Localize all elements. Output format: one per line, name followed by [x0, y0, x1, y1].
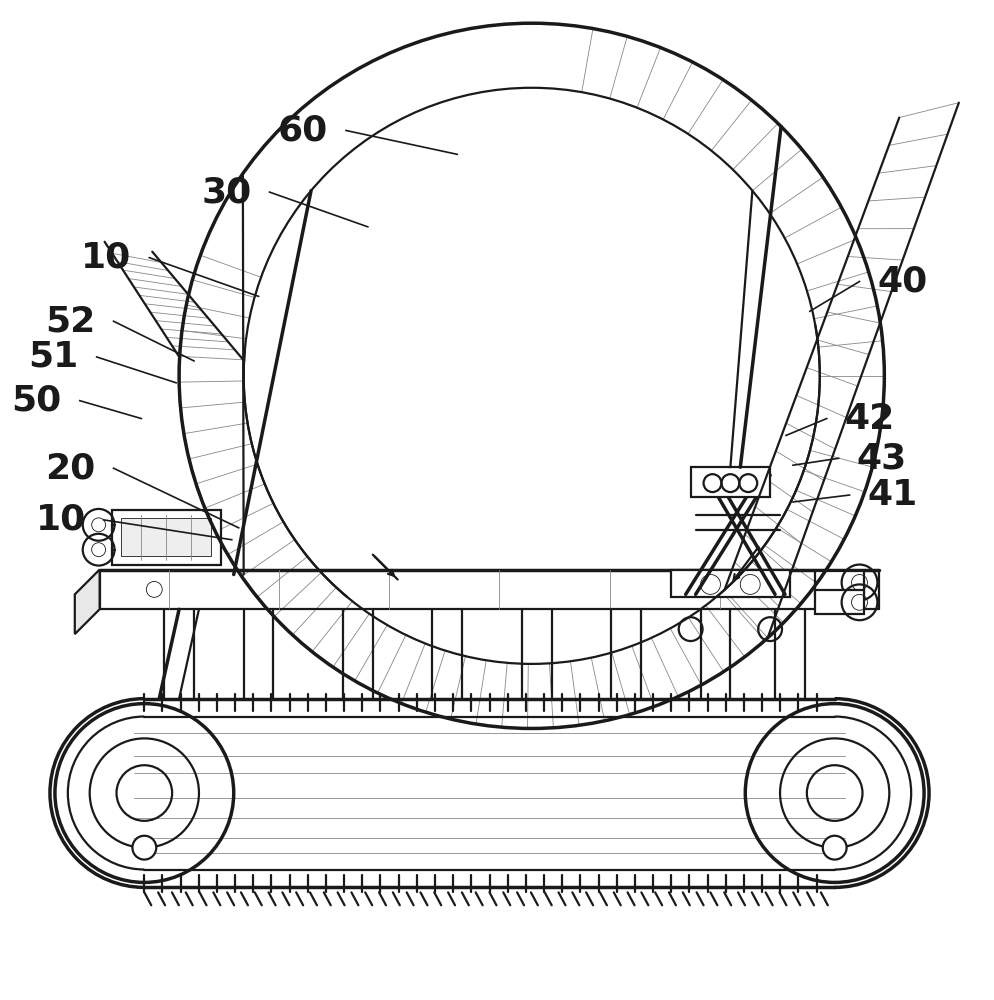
Text: 42: 42 — [844, 402, 894, 436]
Text: 51: 51 — [29, 340, 79, 374]
Text: 10: 10 — [36, 503, 85, 537]
Bar — [111, 510, 221, 565]
Text: 40: 40 — [877, 264, 926, 298]
Text: 43: 43 — [856, 441, 906, 475]
Text: 41: 41 — [867, 478, 916, 512]
Circle shape — [132, 836, 156, 860]
Bar — [670, 570, 789, 597]
Bar — [814, 571, 864, 594]
Text: 52: 52 — [46, 304, 95, 338]
Text: 10: 10 — [82, 241, 131, 275]
Circle shape — [822, 836, 846, 860]
Text: 20: 20 — [46, 451, 95, 485]
Bar — [814, 590, 864, 614]
Polygon shape — [75, 570, 99, 634]
Text: 50: 50 — [12, 384, 62, 418]
Text: 30: 30 — [201, 175, 251, 209]
Text: 60: 60 — [277, 113, 328, 147]
Bar — [690, 467, 769, 497]
Bar — [121, 518, 211, 556]
